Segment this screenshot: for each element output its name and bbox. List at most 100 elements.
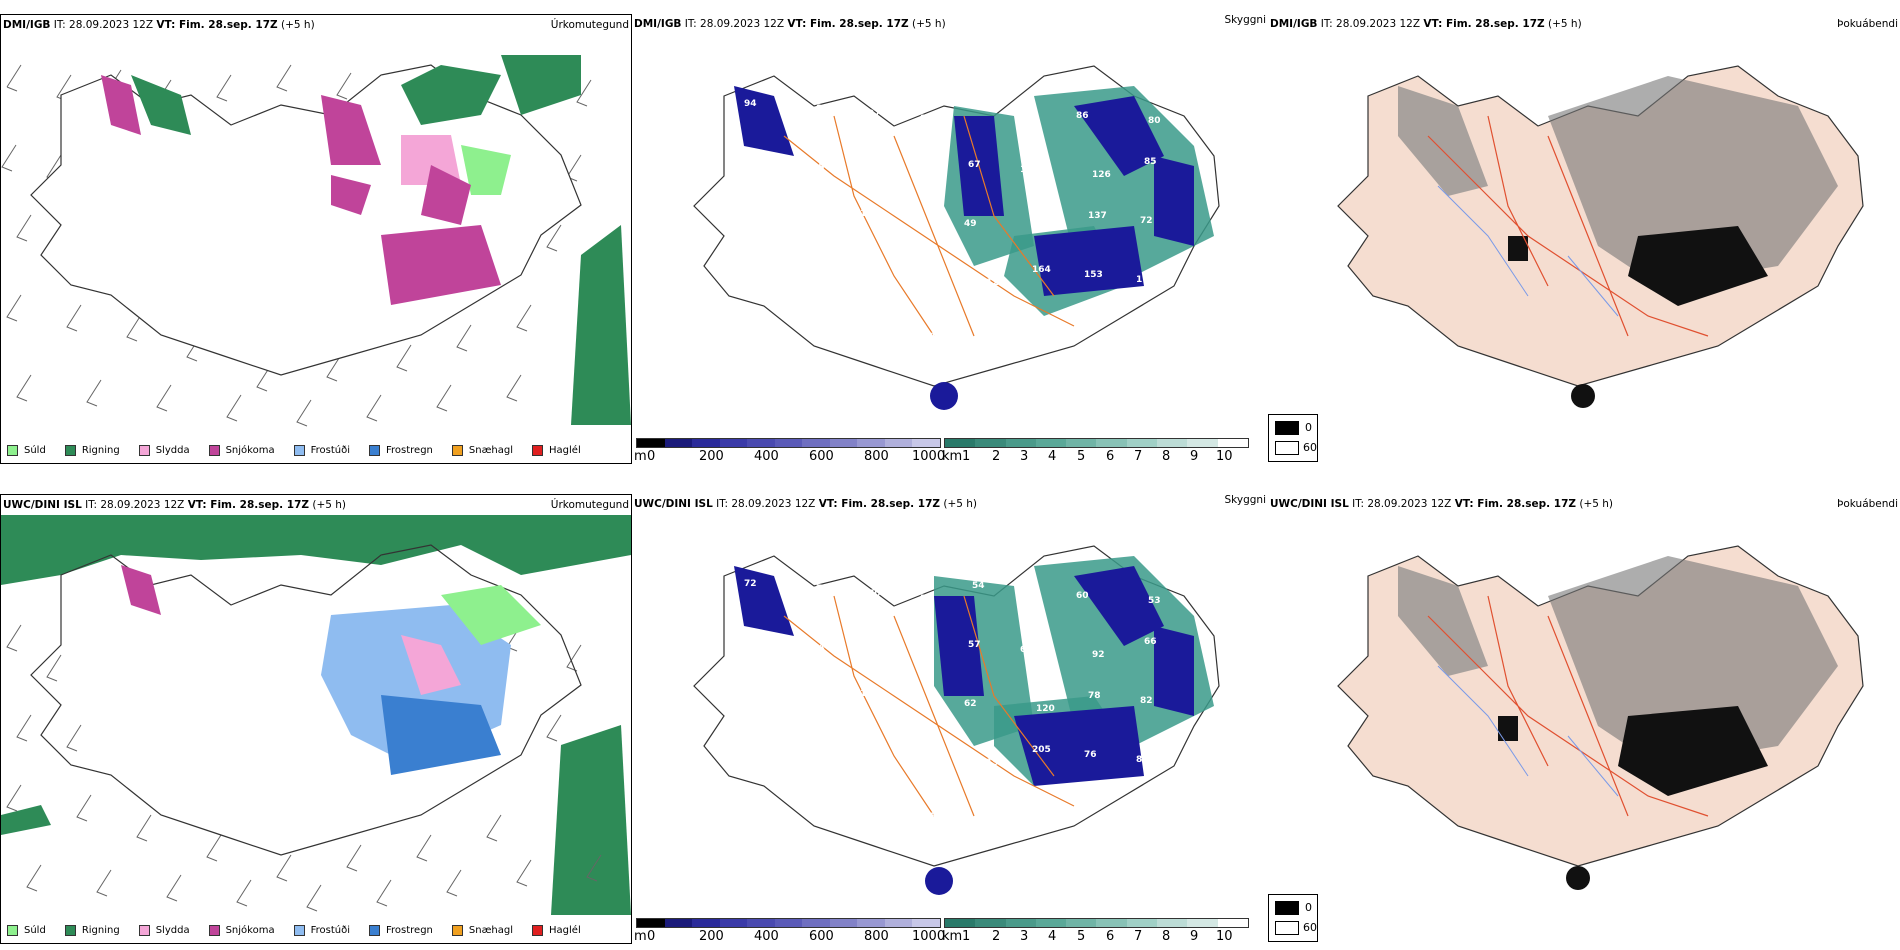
- ceiling-value-label: 164: [1032, 265, 1051, 275]
- panel-title: Úrkomutegund: [550, 19, 629, 31]
- precip-legend: Súld Rigning Slydda Snjókoma Frostúði Fr…: [7, 445, 600, 456]
- scale-unit-km: km: [942, 929, 963, 944]
- legend-item: Haglél: [532, 445, 581, 456]
- ceiling-value-label: 80: [1148, 116, 1161, 126]
- ceiling-value-label: 80: [856, 748, 869, 758]
- panel-title: Skyggni: [1224, 14, 1267, 26]
- ceiling-value-label: 114: [808, 702, 827, 712]
- ceiling-value-label: 81: [864, 168, 877, 178]
- panel-header: UWC/DINI ISL IT: 28.09.2023 12Z VT: Fim.…: [1270, 498, 1614, 510]
- ceiling-value-label: 72: [1140, 216, 1153, 226]
- ceiling-value-label: 50: [912, 214, 925, 224]
- ceiling-value-label: 77: [1036, 224, 1049, 234]
- ceiling-value-label: 91: [760, 638, 773, 648]
- ceiling-value-label: 118: [924, 332, 943, 342]
- panel-header: UWC/DINI ISL IT: 28.09.2023 12Z VT: Fim.…: [634, 498, 978, 510]
- ceiling-value-label: 53: [1148, 596, 1161, 606]
- panel-title: Skyggni: [1224, 494, 1267, 506]
- scale-unit-km: km: [942, 449, 963, 464]
- scale-bars: m 0 200 400 600 800 1000 km 1 2 3 4 5 6 …: [634, 918, 1266, 944]
- fog-legend: 0 60: [1268, 894, 1318, 942]
- panel-header: DMI/IGB IT: 28.09.2023 12Z VT: Fim. 28.s…: [1270, 18, 1582, 30]
- scale-unit-m: m: [634, 449, 647, 464]
- ceiling-value-label: 141: [976, 319, 995, 329]
- legend-item: Slydda: [138, 445, 190, 456]
- panel-title: Úrkomutegund: [550, 499, 629, 511]
- legend-item: Haglél: [532, 925, 581, 936]
- ceiling-map: 72 77 70 38 54 54 60 53 91 84 168 63 57 61 92 66 79 114 19…: [693, 545, 1220, 895]
- ceiling-value-label: 57: [968, 640, 981, 650]
- ceiling-value-label: 61: [1020, 645, 1033, 655]
- legend-item: Súld: [7, 925, 46, 936]
- precip-map: [1, 515, 631, 915]
- ceiling-visibility-panel-row2: UWC/DINI ISL IT: 28.09.2023 12Z VT: Fim.…: [634, 494, 1266, 944]
- ceiling-value-label: 108: [752, 276, 771, 286]
- panel-title: Þokuábendi: [1837, 498, 1898, 510]
- panel-title: Þokuábendi: [1837, 18, 1898, 30]
- precip-type-panel-row1: DMI/IGB IT: 28.09.2023 12Z VT: Fim. 28.s…: [0, 14, 632, 464]
- ceiling-value-label: 170: [1136, 275, 1155, 285]
- ceiling-value-label: 112: [980, 278, 999, 288]
- ceiling-value-label: 38: [748, 815, 761, 825]
- legend-item: Rigning: [64, 445, 120, 456]
- precip-map: [1, 55, 631, 427]
- ceiling-value-label: 10: [972, 101, 985, 111]
- ceiling-value-label: 134: [756, 217, 775, 227]
- ceiling-value-label: 205: [1032, 745, 1051, 755]
- ceiling-value-label: 63: [916, 635, 929, 645]
- ceiling-value-label: 70: [868, 589, 881, 599]
- ceiling-value-label: 38: [920, 594, 933, 604]
- ceiling-value-label: 76: [1084, 750, 1097, 760]
- precip-legend: Súld Rigning Slydda Snjókoma Frostúði Fr…: [7, 925, 600, 936]
- precip-type-panel-row2: UWC/DINI ISL IT: 28.09.2023 12Z VT: Fim.…: [0, 494, 632, 944]
- legend-item: Snjókoma: [208, 925, 275, 936]
- ceiling-value-label: 71: [928, 273, 941, 283]
- ceiling-value-label: 54: [1024, 586, 1037, 596]
- ceiling-value-label: 153: [1084, 270, 1103, 280]
- legend-item: Súld: [7, 445, 46, 456]
- ceiling-value-label: 84: [916, 155, 929, 165]
- ceiling-value-label: 136: [808, 222, 827, 232]
- legend-item: Slydda: [138, 925, 190, 936]
- fog-indicator-panel-row1: DMI/IGB IT: 28.09.2023 12Z VT: Fim. 28.s…: [1268, 14, 1900, 464]
- legend-item: Snæhagl: [451, 445, 513, 456]
- ceiling-value-label: 74: [928, 753, 941, 763]
- ceiling-value-label: 77: [816, 584, 829, 594]
- ceiling-value-label: 15: [812, 163, 825, 173]
- ceiling-value-label: 109: [804, 761, 823, 771]
- panel-header: UWC/DINI ISL IT: 28.09.2023 12Z VT: Fim.…: [3, 499, 347, 511]
- ceiling-value-label: 79: [756, 697, 769, 707]
- fog-map: [1337, 545, 1864, 890]
- panel-header: DMI/IGB IT: 28.09.2023 12Z VT: Fim. 28.s…: [3, 19, 315, 31]
- ceiling-value-label: 94: [744, 99, 757, 109]
- ceiling-value-label: 65: [752, 756, 765, 766]
- ceiling-value-label: 68: [856, 268, 869, 278]
- legend-item: Snjókoma: [208, 445, 275, 456]
- ceiling-value-label: 85: [1144, 157, 1157, 167]
- ceiling-value-label: 71: [760, 158, 773, 168]
- ceiling-value-label: 52: [1024, 106, 1037, 116]
- ceiling-value-label: 97: [868, 109, 881, 119]
- ceiling-value-label: 85: [920, 114, 933, 124]
- legend-item: Frostúði: [293, 925, 350, 936]
- ceiling-value-label: 137: [1088, 211, 1107, 221]
- ceiling-value-label: 54: [972, 581, 985, 591]
- ceiling-value-label: 183: [860, 209, 879, 219]
- iceland-outline: [30, 544, 582, 856]
- ceiling-value-label: 82: [1140, 696, 1153, 706]
- ceiling-value-label: 86: [1076, 111, 1089, 121]
- fog-legend: 0 60: [1268, 414, 1318, 462]
- ceiling-visibility-panel-row1: DMI/IGB IT: 28.09.2023 12Z VT: Fim. 28.s…: [634, 14, 1266, 464]
- ceiling-value-label: 227: [1028, 324, 1047, 334]
- ceiling-value-label: 84: [812, 643, 825, 653]
- ceiling-value-label: 76: [804, 281, 817, 291]
- ceiling-value-label: 92: [1092, 650, 1105, 660]
- legend-item: Frostregn: [369, 925, 433, 936]
- ceiling-value-label: 120: [1036, 704, 1055, 714]
- ceiling-value-label: 95: [924, 812, 937, 822]
- scale-bars: m 0 200 400 600 800 1000 km 1 2 3 4 5 6 …: [634, 438, 1266, 464]
- ceiling-value-label: 77: [1080, 329, 1093, 339]
- legend-item: Snæhagl: [451, 925, 513, 936]
- ceiling-value-label: 126: [1092, 170, 1111, 180]
- ceiling-value-label: 66: [1144, 637, 1157, 647]
